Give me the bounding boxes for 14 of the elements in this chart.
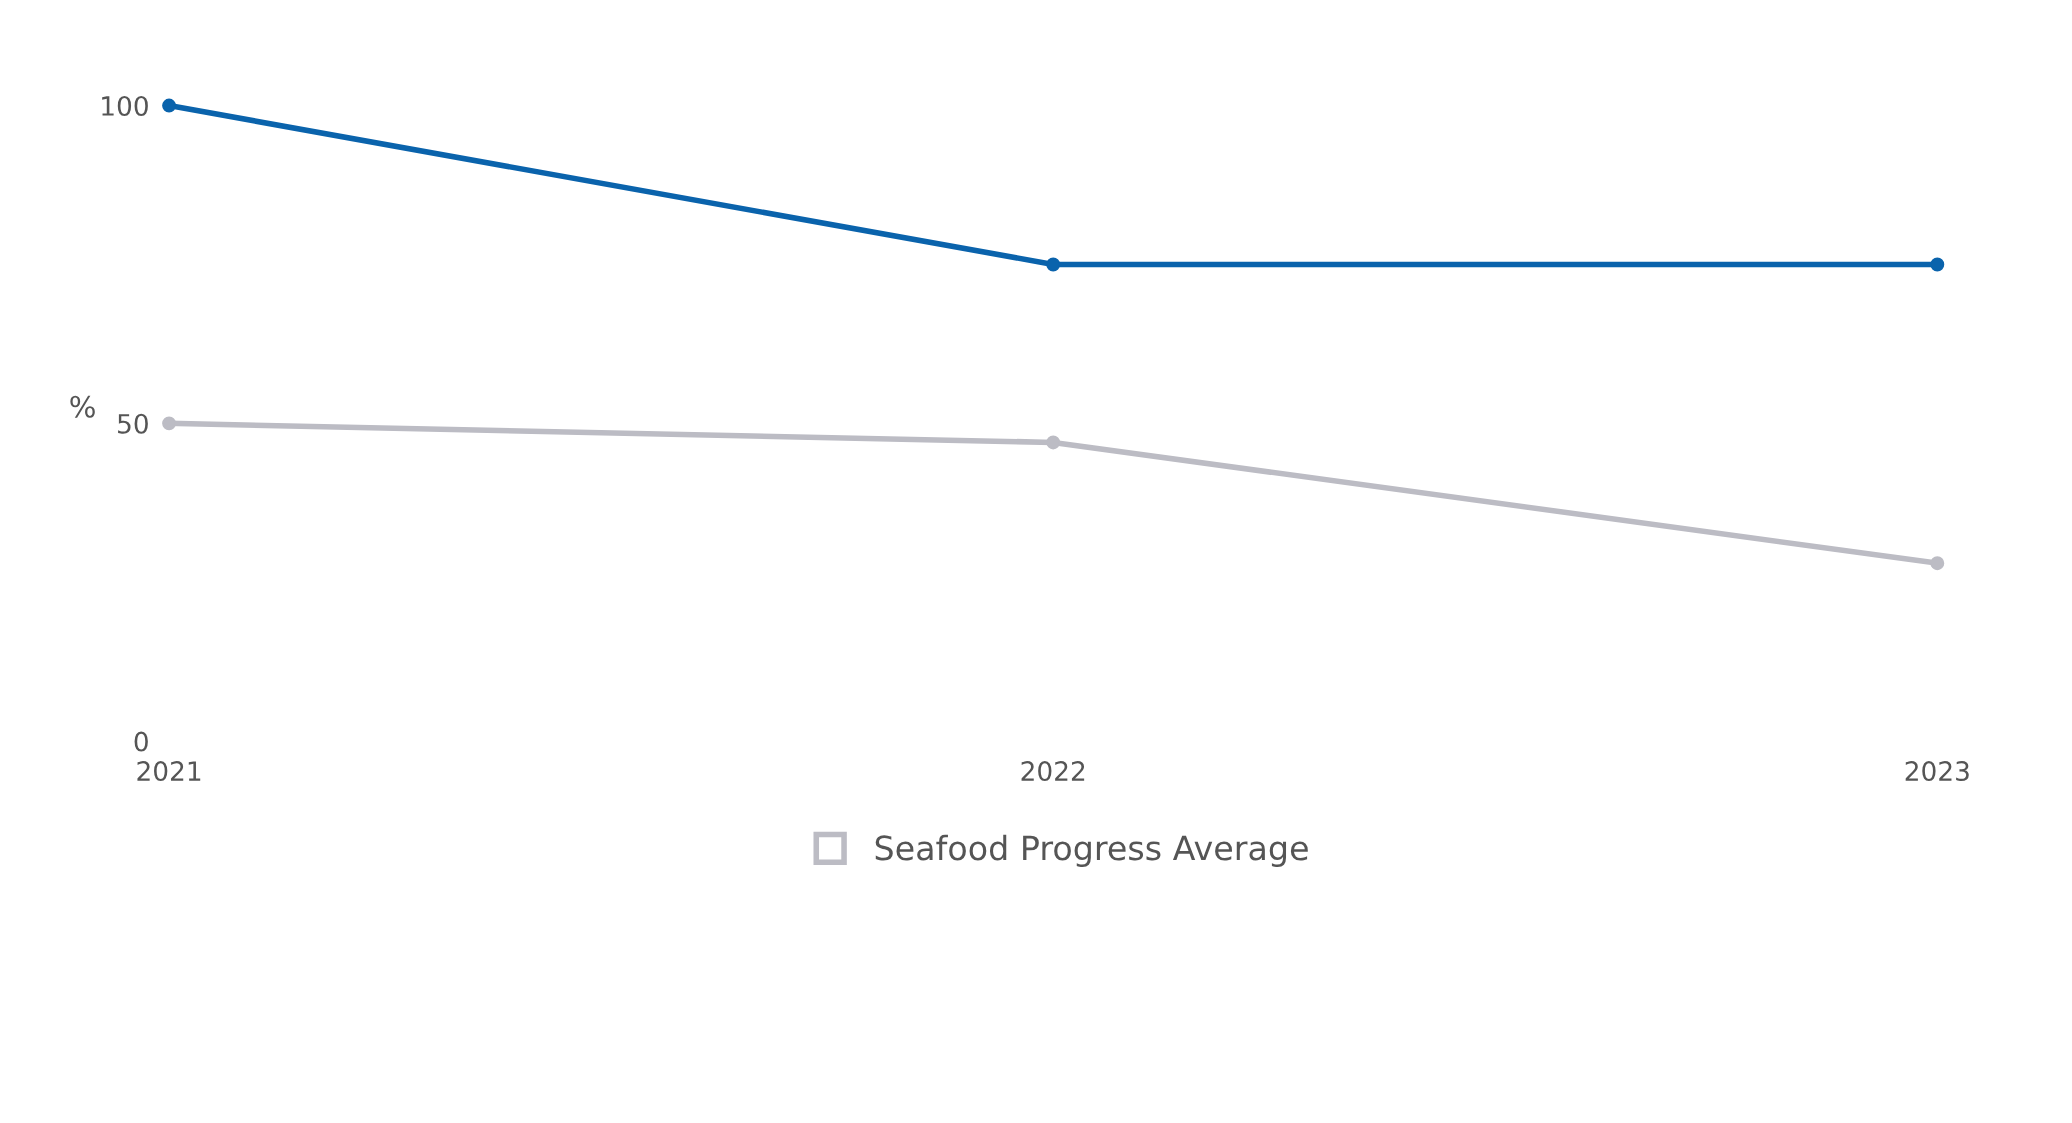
point: [1930, 556, 1945, 571]
y-axis-title: %: [70, 395, 95, 418]
x-tick-label: 2022: [1021, 761, 1085, 782]
point: [1046, 257, 1061, 272]
point: [1930, 257, 1945, 272]
x-tick-label: 2023: [1905, 761, 1969, 782]
point: [162, 416, 177, 431]
y-tick-label: 50: [118, 413, 148, 434]
point: [162, 98, 177, 113]
y-tick-label: 0: [134, 731, 148, 752]
y-tick-label: 100: [102, 96, 148, 116]
point: [1046, 435, 1061, 450]
legend-label: Seafood Progress Average: [875, 834, 1308, 867]
x-tick-label: 2021: [137, 761, 201, 782]
